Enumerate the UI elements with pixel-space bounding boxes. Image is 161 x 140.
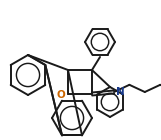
Text: N: N — [116, 87, 125, 97]
Text: O: O — [56, 90, 65, 100]
